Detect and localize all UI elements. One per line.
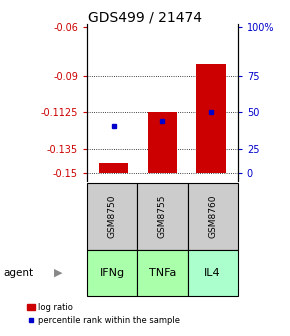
Text: IL4: IL4 bbox=[204, 268, 221, 278]
Text: TNFa: TNFa bbox=[149, 268, 176, 278]
Text: agent: agent bbox=[3, 268, 33, 278]
Bar bbox=[137, 183, 188, 250]
Bar bbox=[188, 183, 238, 250]
Text: GSM8750: GSM8750 bbox=[108, 195, 117, 239]
Text: GSM8755: GSM8755 bbox=[158, 195, 167, 239]
Text: GDS499 / 21474: GDS499 / 21474 bbox=[88, 10, 202, 24]
Text: IFNg: IFNg bbox=[99, 268, 125, 278]
Bar bbox=[87, 183, 137, 250]
Bar bbox=[137, 250, 188, 296]
Bar bbox=[99, 163, 128, 173]
Legend: log ratio, percentile rank within the sample: log ratio, percentile rank within the sa… bbox=[27, 303, 180, 325]
Text: ▶: ▶ bbox=[54, 268, 62, 278]
Bar bbox=[148, 112, 177, 173]
Bar bbox=[188, 250, 238, 296]
Bar bbox=[87, 250, 137, 296]
Bar bbox=[196, 64, 226, 173]
Text: GSM8760: GSM8760 bbox=[208, 195, 217, 239]
